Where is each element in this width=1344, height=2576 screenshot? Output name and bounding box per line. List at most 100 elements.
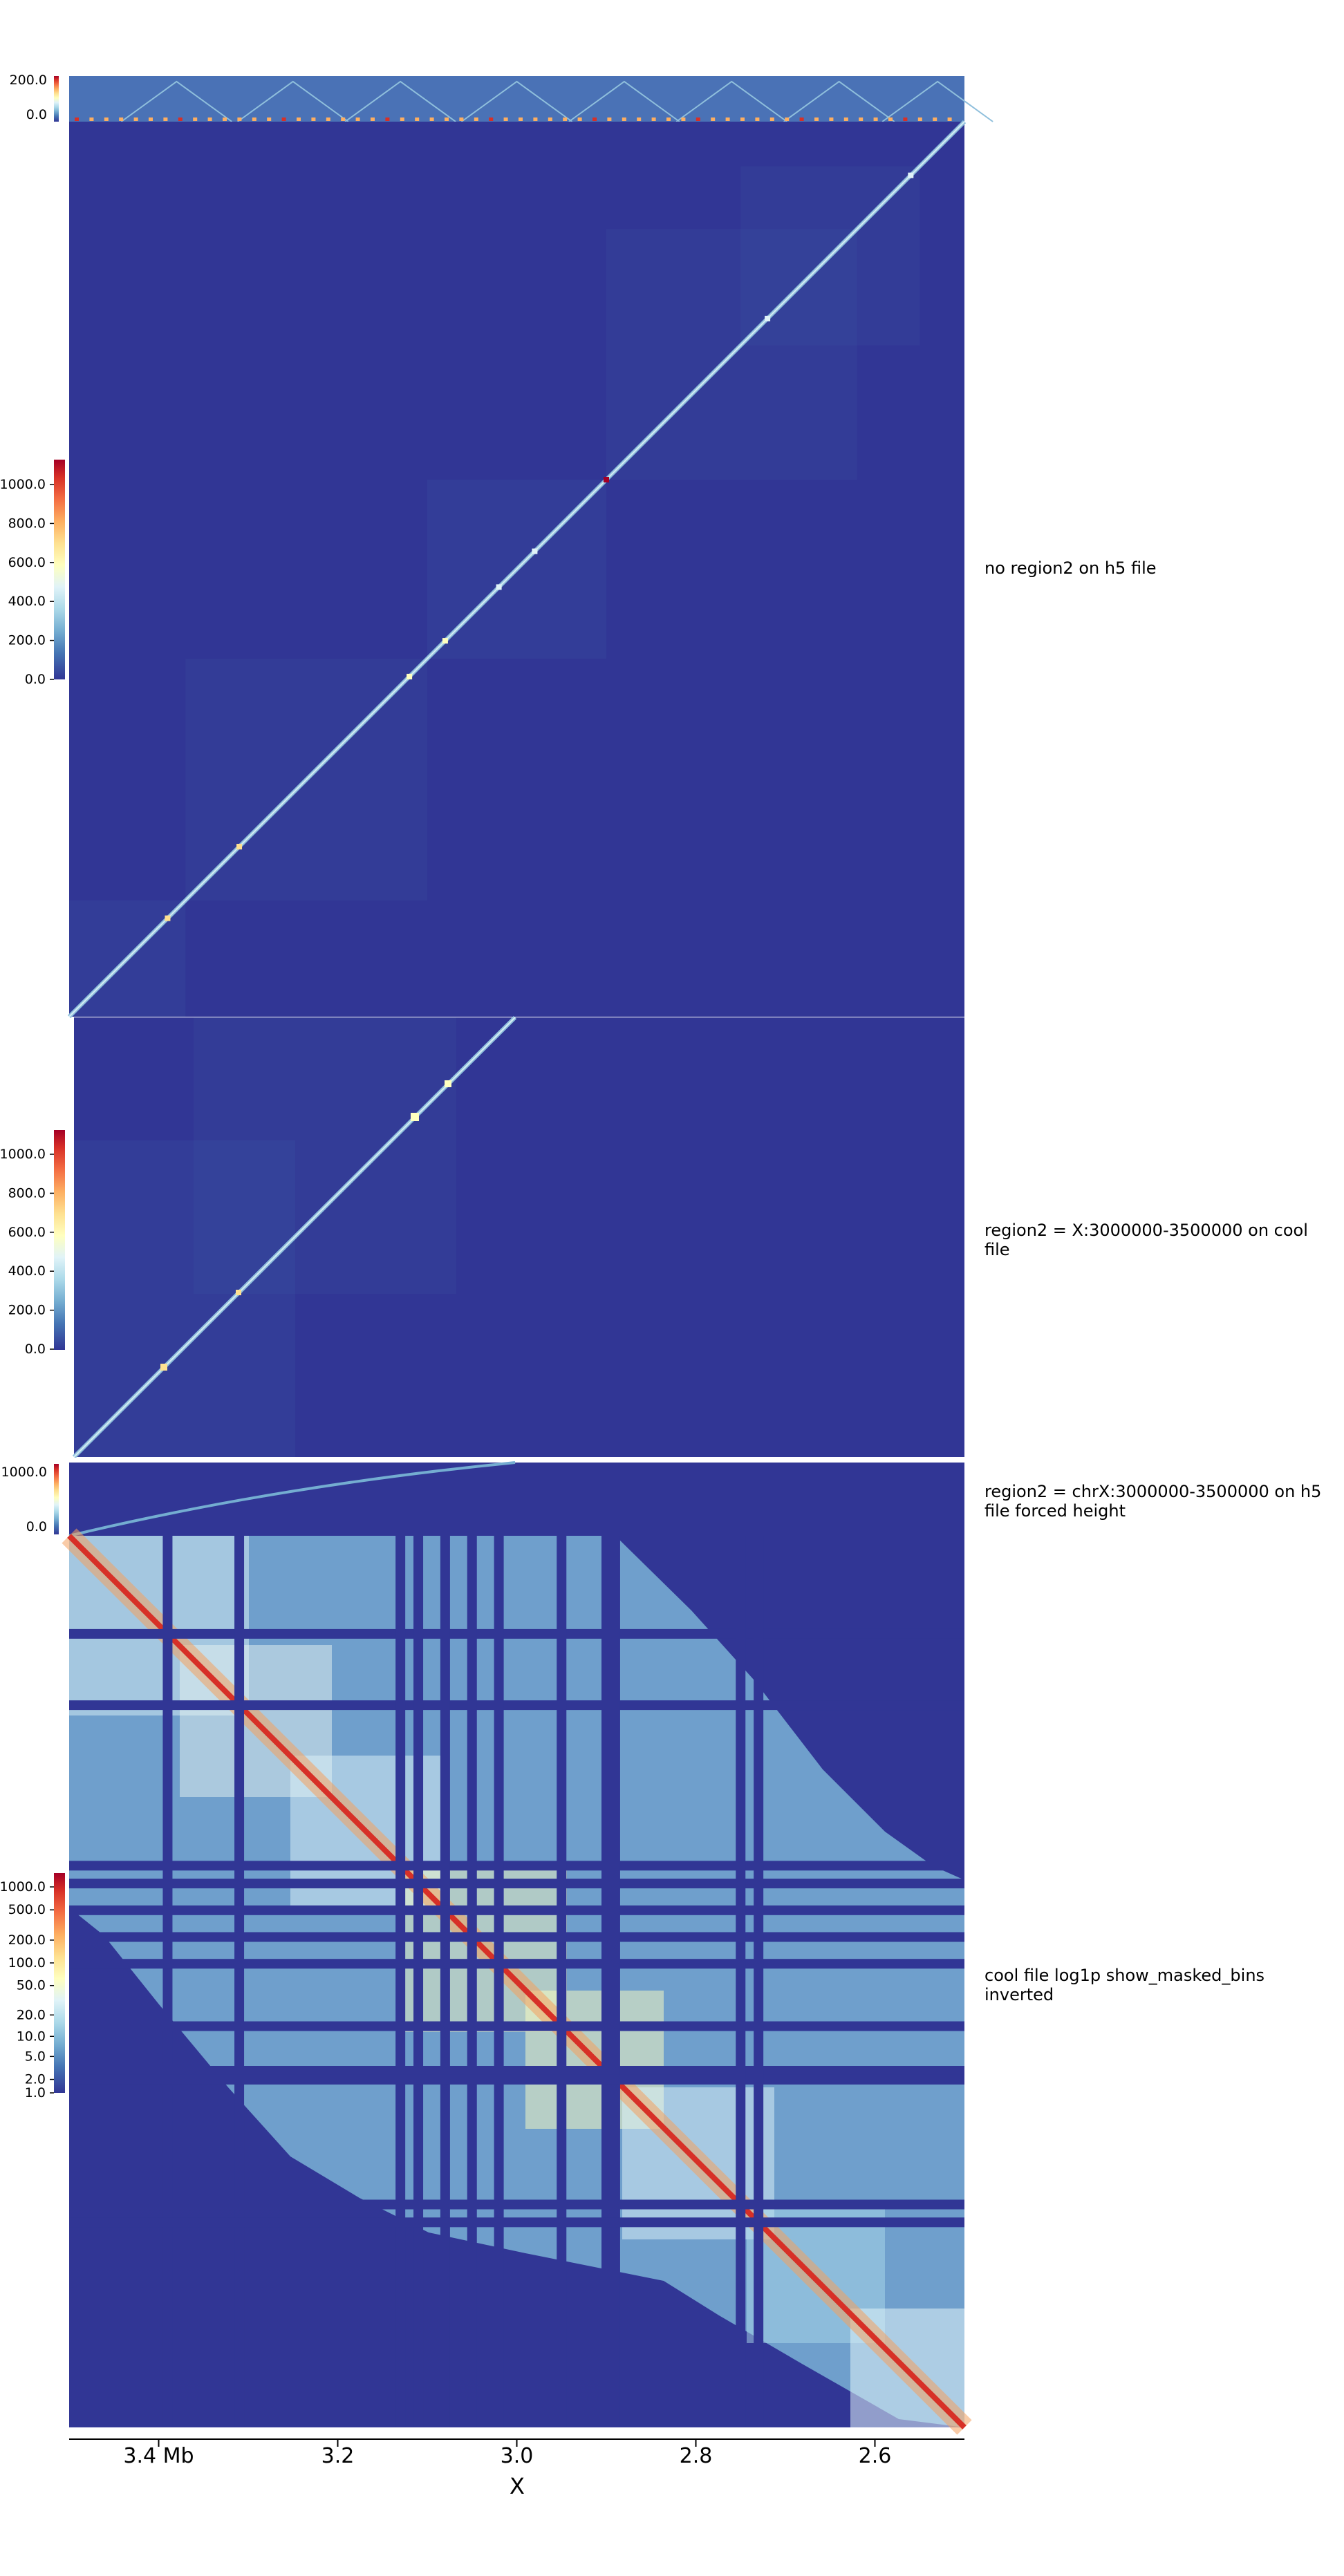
profile-peak [193, 117, 198, 121]
t4-cb-tick: 20.0 [17, 2007, 46, 2022]
profile-peak [785, 117, 790, 121]
t4-cb-tick: 10.0 [17, 2029, 46, 2044]
profile-peak [503, 117, 508, 121]
t1-colorbar [54, 460, 65, 679]
profile-peak [341, 117, 346, 121]
profile-peak [799, 117, 804, 121]
t4-colorbar-ticks: 1000.0 500.0 200.0 100.0 50.0 20.0 10.0 5.0 2.01… [0, 1879, 54, 2100]
profile-peak [933, 117, 937, 121]
profile-peak [873, 117, 878, 121]
t4-masked-bins [69, 1536, 964, 2427]
diagonal-domain [765, 315, 771, 321]
t1-diagonal-core [68, 121, 965, 1017]
profile-peak [474, 117, 478, 121]
masked-bin-column [395, 1536, 406, 2427]
profile-peak [371, 117, 375, 121]
domain-block [194, 1017, 456, 1294]
track-4-label: cool file log1p show_masked_bins inverte… [984, 1966, 1270, 2004]
masked-bin-row [69, 1959, 964, 1969]
masked-bin-row [69, 1905, 964, 1915]
t1-colorbar-ticks: 1000.0 800.0 600.0 400.0 200.0 0.0 [0, 477, 54, 687]
t3-diagonal-curve [68, 1461, 516, 1537]
profile-peak [297, 117, 301, 121]
x-tick-label: 3.0 [501, 2444, 534, 2468]
diagonal-domain [160, 1364, 167, 1371]
masked-bin-column [234, 1536, 245, 2427]
profile-peak [888, 117, 893, 121]
t4-diagonal-core [67, 1534, 967, 2429]
t4-colorbar [54, 1873, 65, 2093]
diagonal-domain [445, 1080, 451, 1087]
t3-heatmap-matrix [69, 1463, 964, 1536]
x-tick-label: 3.2 [321, 2444, 355, 2468]
profile-peak [666, 117, 671, 121]
masked-bin-column [494, 1536, 504, 2427]
profile-peak [178, 117, 183, 121]
profile-peak [592, 117, 597, 121]
x-tick-label: 2.6 [859, 2444, 892, 2468]
t1-cb-tick: 0.0 [25, 672, 46, 687]
masked-bin-column [440, 1536, 450, 2427]
profile-peak [400, 117, 404, 121]
profile-peak [119, 117, 124, 121]
profile-peak [519, 117, 523, 121]
profile-peak [489, 117, 494, 121]
masked-bin-column [413, 1536, 424, 2427]
masked-bin-column [754, 1536, 764, 2427]
profile-peak [814, 117, 819, 121]
masked-bin-row [69, 2021, 964, 2031]
profile-peak [947, 117, 952, 121]
t2-cb-tick: 400.0 [8, 1263, 46, 1279]
t3-cb-tick-0: 0.0 [26, 1519, 47, 1534]
t2-cb-tick: 1000.0 [0, 1147, 46, 1162]
masked-bin-column [736, 1536, 746, 2427]
masked-bin-row [69, 1700, 964, 1711]
masked-bin-column [610, 1536, 620, 2427]
profile-arc [344, 80, 456, 122]
profile-peak [725, 117, 730, 121]
profile-arc [675, 80, 787, 122]
t2-domain-shading [74, 1017, 456, 1457]
profile-peak [533, 117, 538, 121]
track-2-label: region2 = X:3000000-3500000 on cool file [984, 1221, 1314, 1259]
profile-peak [903, 117, 908, 121]
profile-peak [429, 117, 434, 121]
profile-peak [829, 117, 834, 121]
profile-peak [163, 117, 168, 121]
t2-cb-tick: 800.0 [8, 1185, 46, 1201]
t2-colorbar-ticks: 1000.0 800.0 600.0 400.0 200.0 0.0 [0, 1147, 54, 1357]
t2-diagonal-core [73, 1017, 516, 1458]
masked-bin-column [162, 1536, 173, 2427]
diagonal-domain [236, 1290, 241, 1295]
profile-peak [696, 117, 700, 121]
t2-cb-tick: 0.0 [25, 1342, 46, 1357]
profile-arc [568, 80, 680, 122]
t4-cb-tick: 200.0 [8, 1933, 46, 1948]
profile-peak [607, 117, 612, 121]
profile-peak [445, 117, 449, 121]
diagonal-domain [411, 1113, 419, 1121]
profile-peak [548, 117, 552, 121]
profile-peak [326, 117, 330, 121]
masked-bin-row [69, 2066, 964, 2076]
t4-cb-tick: 2.0 [25, 2072, 46, 2087]
track-separator [69, 1458, 964, 1463]
masked-bin-row [69, 1879, 964, 1889]
diagonal-domain [165, 915, 171, 921]
profile-peak [711, 117, 716, 121]
x-axis: 3.4 Mb 3.2 3.0 2.8 2.6 X [69, 2438, 964, 2499]
masked-bin-column [557, 1536, 567, 2427]
profile-peak [104, 117, 109, 121]
track-4: 1000.0 500.0 200.0 100.0 50.0 20.0 10.0 5.0 2.01… [0, 1528, 972, 2435]
t2-colorbar [54, 1130, 65, 1350]
diagonal-domain [442, 638, 448, 644]
profile-peak [843, 117, 848, 121]
profile-peak [133, 117, 138, 121]
x-tick-label: 2.8 [680, 2444, 713, 2468]
profile-peak [769, 117, 774, 121]
profile-peak [385, 117, 390, 121]
profile-peak [859, 117, 864, 121]
t4-cb-tick: 100.0 [8, 1955, 46, 1971]
profile-peak [149, 117, 153, 121]
